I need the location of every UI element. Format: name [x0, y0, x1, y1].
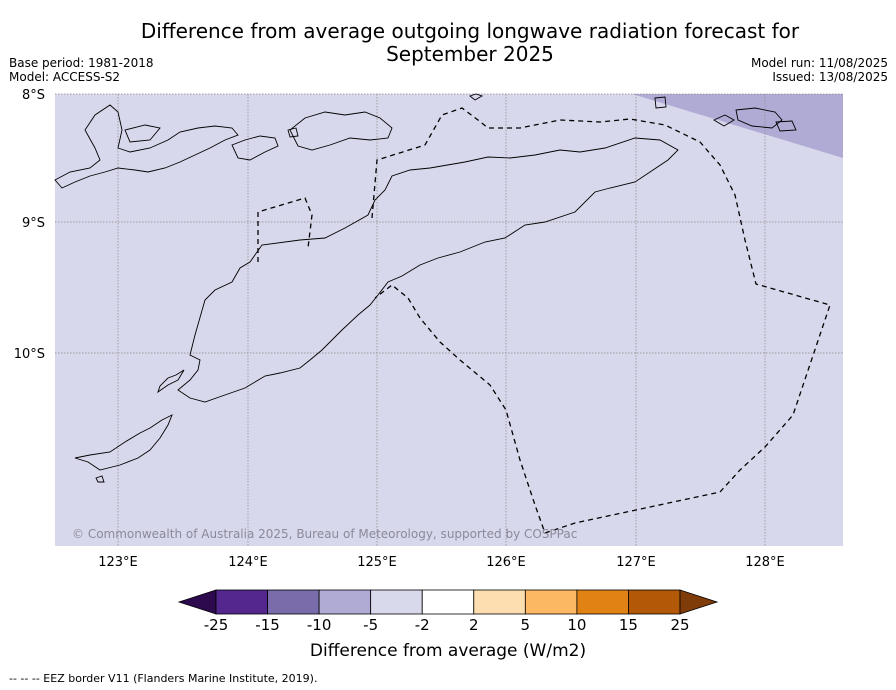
- colorbar-swatch: [524, 589, 578, 615]
- issued-date: Issued: 13/08/2025: [772, 70, 888, 84]
- lat-label-10s: 10°S: [14, 347, 45, 362]
- rote-coast: [74, 414, 173, 471]
- island-sw-2: [95, 475, 105, 483]
- colorbar-arrow-low: [177, 589, 217, 615]
- colorbar-tick-label: 2: [469, 616, 479, 634]
- colorbar-swatch: [473, 589, 526, 615]
- eez-border: [257, 107, 831, 534]
- colorbar-tick-label: 25: [670, 616, 689, 634]
- title-line-1: Difference from average outgoing longwav…: [140, 19, 800, 43]
- colorbar-title: Difference from average (W/m2): [309, 641, 587, 661]
- lon-label-127e: 127°E: [616, 555, 656, 570]
- colorbar: -25 -15 -10 -5 -2 2 5 10 15 25: [177, 589, 719, 634]
- anomaly-region: [632, 94, 843, 158]
- colorbar-tick-label: -10: [307, 616, 332, 634]
- lat-label-8s: 8°S: [22, 88, 45, 103]
- coastlines: [54, 93, 797, 483]
- island-n-2: [287, 127, 299, 138]
- gridlines: [55, 93, 843, 546]
- lon-label-128e: 128°E: [745, 555, 785, 570]
- meta-left: Base period: 1981-2018 Model: ACCESS-S2: [9, 56, 154, 84]
- colorbar-tick-label: 10: [567, 616, 586, 634]
- island-n-1: [124, 124, 161, 143]
- colorbar-swatch: [628, 589, 681, 615]
- map-background: [55, 94, 843, 546]
- island-ne-2: [713, 114, 735, 127]
- copyright-notice: © Commonwealth of Australia 2025, Bureau…: [72, 527, 578, 541]
- colorbar-tick-label: -15: [255, 616, 280, 634]
- model-name: Model: ACCESS-S2: [9, 70, 121, 84]
- footer-legend: -- -- -- EEZ border V11 (Flanders Marine…: [9, 672, 318, 685]
- title-line-2: September 2025: [386, 42, 554, 66]
- alor-coast: [231, 135, 279, 161]
- lon-label-126e: 126°E: [486, 555, 526, 570]
- colorbar-tick-label: -2: [415, 616, 430, 634]
- colorbar-arrow-high: [679, 589, 719, 615]
- colorbar-swatch: [370, 589, 423, 615]
- island-n-3: [469, 93, 484, 101]
- lon-label-125e: 125°E: [357, 555, 397, 570]
- model-run: Model run: 11/08/2025: [750, 56, 888, 70]
- chart-title: Difference from average outgoing longwav…: [0, 20, 896, 66]
- island-ne-4: [775, 120, 797, 132]
- colorbar-swatch: [421, 589, 475, 615]
- colorbar-swatch: [318, 589, 372, 615]
- lon-label-123e: 123°E: [98, 555, 138, 570]
- colorbar-tick-label: 15: [619, 616, 638, 634]
- island-sw-1: [157, 369, 185, 394]
- meta-right: Model run: 11/08/2025 Issued: 13/08/2025: [751, 56, 888, 84]
- island-ne-1: [654, 96, 667, 109]
- flores-coast: [54, 104, 239, 189]
- colorbar-tick-label: 5: [521, 616, 531, 634]
- colorbar-tick-label: -5: [363, 616, 378, 634]
- colorbar-swatch: [267, 589, 320, 615]
- eez-oecusse: [257, 197, 313, 262]
- colorbar-swatch: [215, 589, 268, 615]
- eez-timor: [371, 107, 831, 534]
- lat-label-9s: 9°S: [22, 216, 45, 231]
- wetar-coast: [289, 111, 393, 151]
- colorbar-swatch: [576, 589, 629, 615]
- colorbar-tick-label: -25: [204, 616, 229, 634]
- lon-label-124e: 124°E: [228, 555, 268, 570]
- timor-coast: [177, 137, 679, 403]
- base-period: Base period: 1981-2018: [9, 56, 154, 70]
